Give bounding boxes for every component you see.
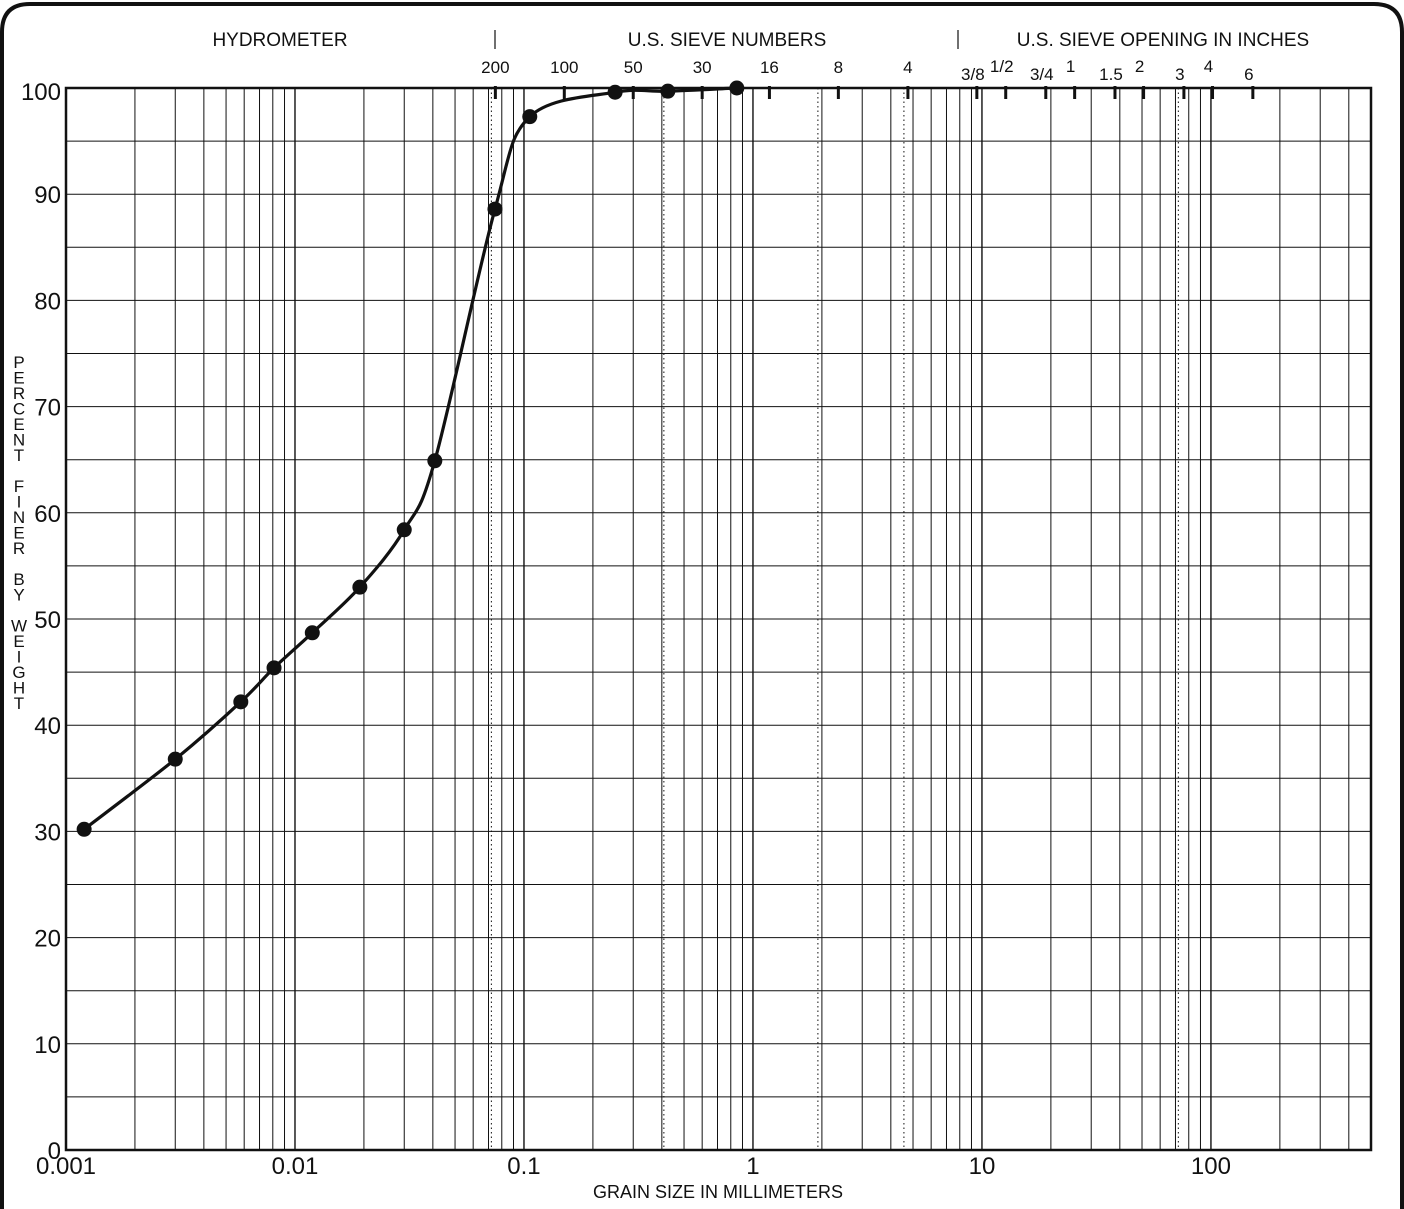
x-tick-label: 0.001: [36, 1153, 96, 1180]
sieve-number-label: 4: [903, 58, 912, 77]
x-axis-ticks: 0.001 0.01 0.1 1 10 100: [36, 1153, 1231, 1180]
data-point: [729, 80, 745, 96]
y-tick-label: 0: [48, 1138, 61, 1165]
x-tick-label: 0.1: [507, 1153, 540, 1180]
y-tick-label: 10: [34, 1032, 61, 1059]
data-point: [660, 83, 676, 99]
y-axis-label-char: E: [13, 524, 24, 543]
y-axis-label-char: N: [13, 431, 25, 450]
y-axis-label-char: H: [13, 679, 25, 698]
data-point: [352, 579, 368, 595]
y-tick-label: 20: [34, 926, 61, 953]
y-tick-label: 40: [34, 713, 61, 740]
sieve-number-label: 100: [550, 58, 578, 77]
header-label: U.S. SIEVE OPENING IN INCHES: [1017, 30, 1309, 51]
gradation-curve: [83, 86, 737, 831]
y-axis-label-char: P: [13, 353, 24, 372]
y-axis-label-char: Y: [13, 586, 24, 605]
data-point: [233, 694, 249, 710]
sieve-opening-label: 3: [1175, 65, 1184, 84]
y-tick-label: 30: [34, 819, 61, 846]
y-axis-label-char: R: [13, 539, 25, 558]
y-axis-label-char: I: [17, 493, 22, 512]
data-point: [266, 660, 282, 676]
y-axis-label-char: E: [13, 369, 24, 388]
sieve-number-label: 200: [481, 58, 509, 77]
y-axis-ticks: 0 10 20 30 40 50 60 70 80 90 100: [21, 79, 61, 1165]
y-axis-label-char: I: [17, 648, 22, 667]
y-axis-label-char: F: [14, 477, 24, 496]
y-tick-label: 90: [34, 182, 61, 209]
sieve-opening-label: 4: [1204, 57, 1213, 76]
header-label: U.S. SIEVE NUMBERS: [628, 30, 827, 51]
sieve-opening-label: 1: [1066, 57, 1075, 76]
y-tick-label: 80: [34, 288, 61, 315]
chart-grid: [65, 88, 1372, 1150]
data-point: [487, 201, 503, 217]
sieve-number-label: 50: [624, 58, 643, 77]
x-tick-label: 1: [746, 1153, 759, 1180]
gradation-curve-line: [83, 86, 737, 831]
x-tick-label: 0.01: [272, 1153, 319, 1180]
data-point: [167, 751, 183, 767]
data-point: [304, 625, 320, 641]
sieve-axis: 200 100 50 30 16 8 4 3/8 1/2 3/4 1 1.5 2 3 4 6: [481, 57, 1255, 99]
y-axis-label-char: C: [13, 400, 25, 419]
sieve-opening-label: 1.5: [1099, 65, 1123, 84]
sieve-opening-label: 2: [1135, 57, 1144, 76]
data-point: [607, 84, 623, 100]
y-tick-label: 70: [34, 395, 61, 422]
y-axis-label-char: T: [14, 446, 24, 465]
sieve-opening-label: 3/8: [961, 65, 985, 84]
y-axis-label-char: B: [13, 570, 24, 589]
x-tick-label: 10: [969, 1153, 996, 1180]
y-tick-label: 50: [34, 607, 61, 634]
y-axis-label-char: W: [11, 617, 27, 636]
top-headers: HYDROMETER U.S. SIEVE NUMBERS U.S. SIEVE O…: [212, 30, 1309, 51]
sieve-number-label: 30: [693, 58, 712, 77]
y-axis-label-char: T: [14, 694, 24, 713]
x-axis-label: GRAIN SIZE IN MILLIMETERS: [593, 1182, 843, 1202]
sieve-reference-lines: [490, 88, 1179, 1150]
data-point: [76, 821, 92, 837]
y-axis-label-char: G: [12, 663, 25, 682]
sieve-opening-label: 1/2: [990, 57, 1014, 76]
data-points: [76, 80, 745, 837]
data-point: [522, 109, 538, 125]
sieve-number-label: 8: [834, 58, 843, 77]
x-tick-label: 100: [1191, 1153, 1231, 1180]
y-axis-label-char: E: [13, 415, 24, 434]
y-tick-label: 100: [21, 79, 61, 106]
y-axis-label-char: R: [13, 384, 25, 403]
y-axis-label-char: N: [13, 508, 25, 527]
y-tick-label: 60: [34, 501, 61, 528]
sieve-number-label: 16: [760, 58, 779, 77]
y-axis-label-char: E: [13, 632, 24, 651]
sieve-opening-label: 6: [1244, 65, 1253, 84]
header-label: HYDROMETER: [212, 30, 347, 51]
sieve-opening-label: 3/4: [1030, 65, 1054, 84]
data-point: [427, 453, 443, 469]
data-point: [396, 522, 412, 538]
